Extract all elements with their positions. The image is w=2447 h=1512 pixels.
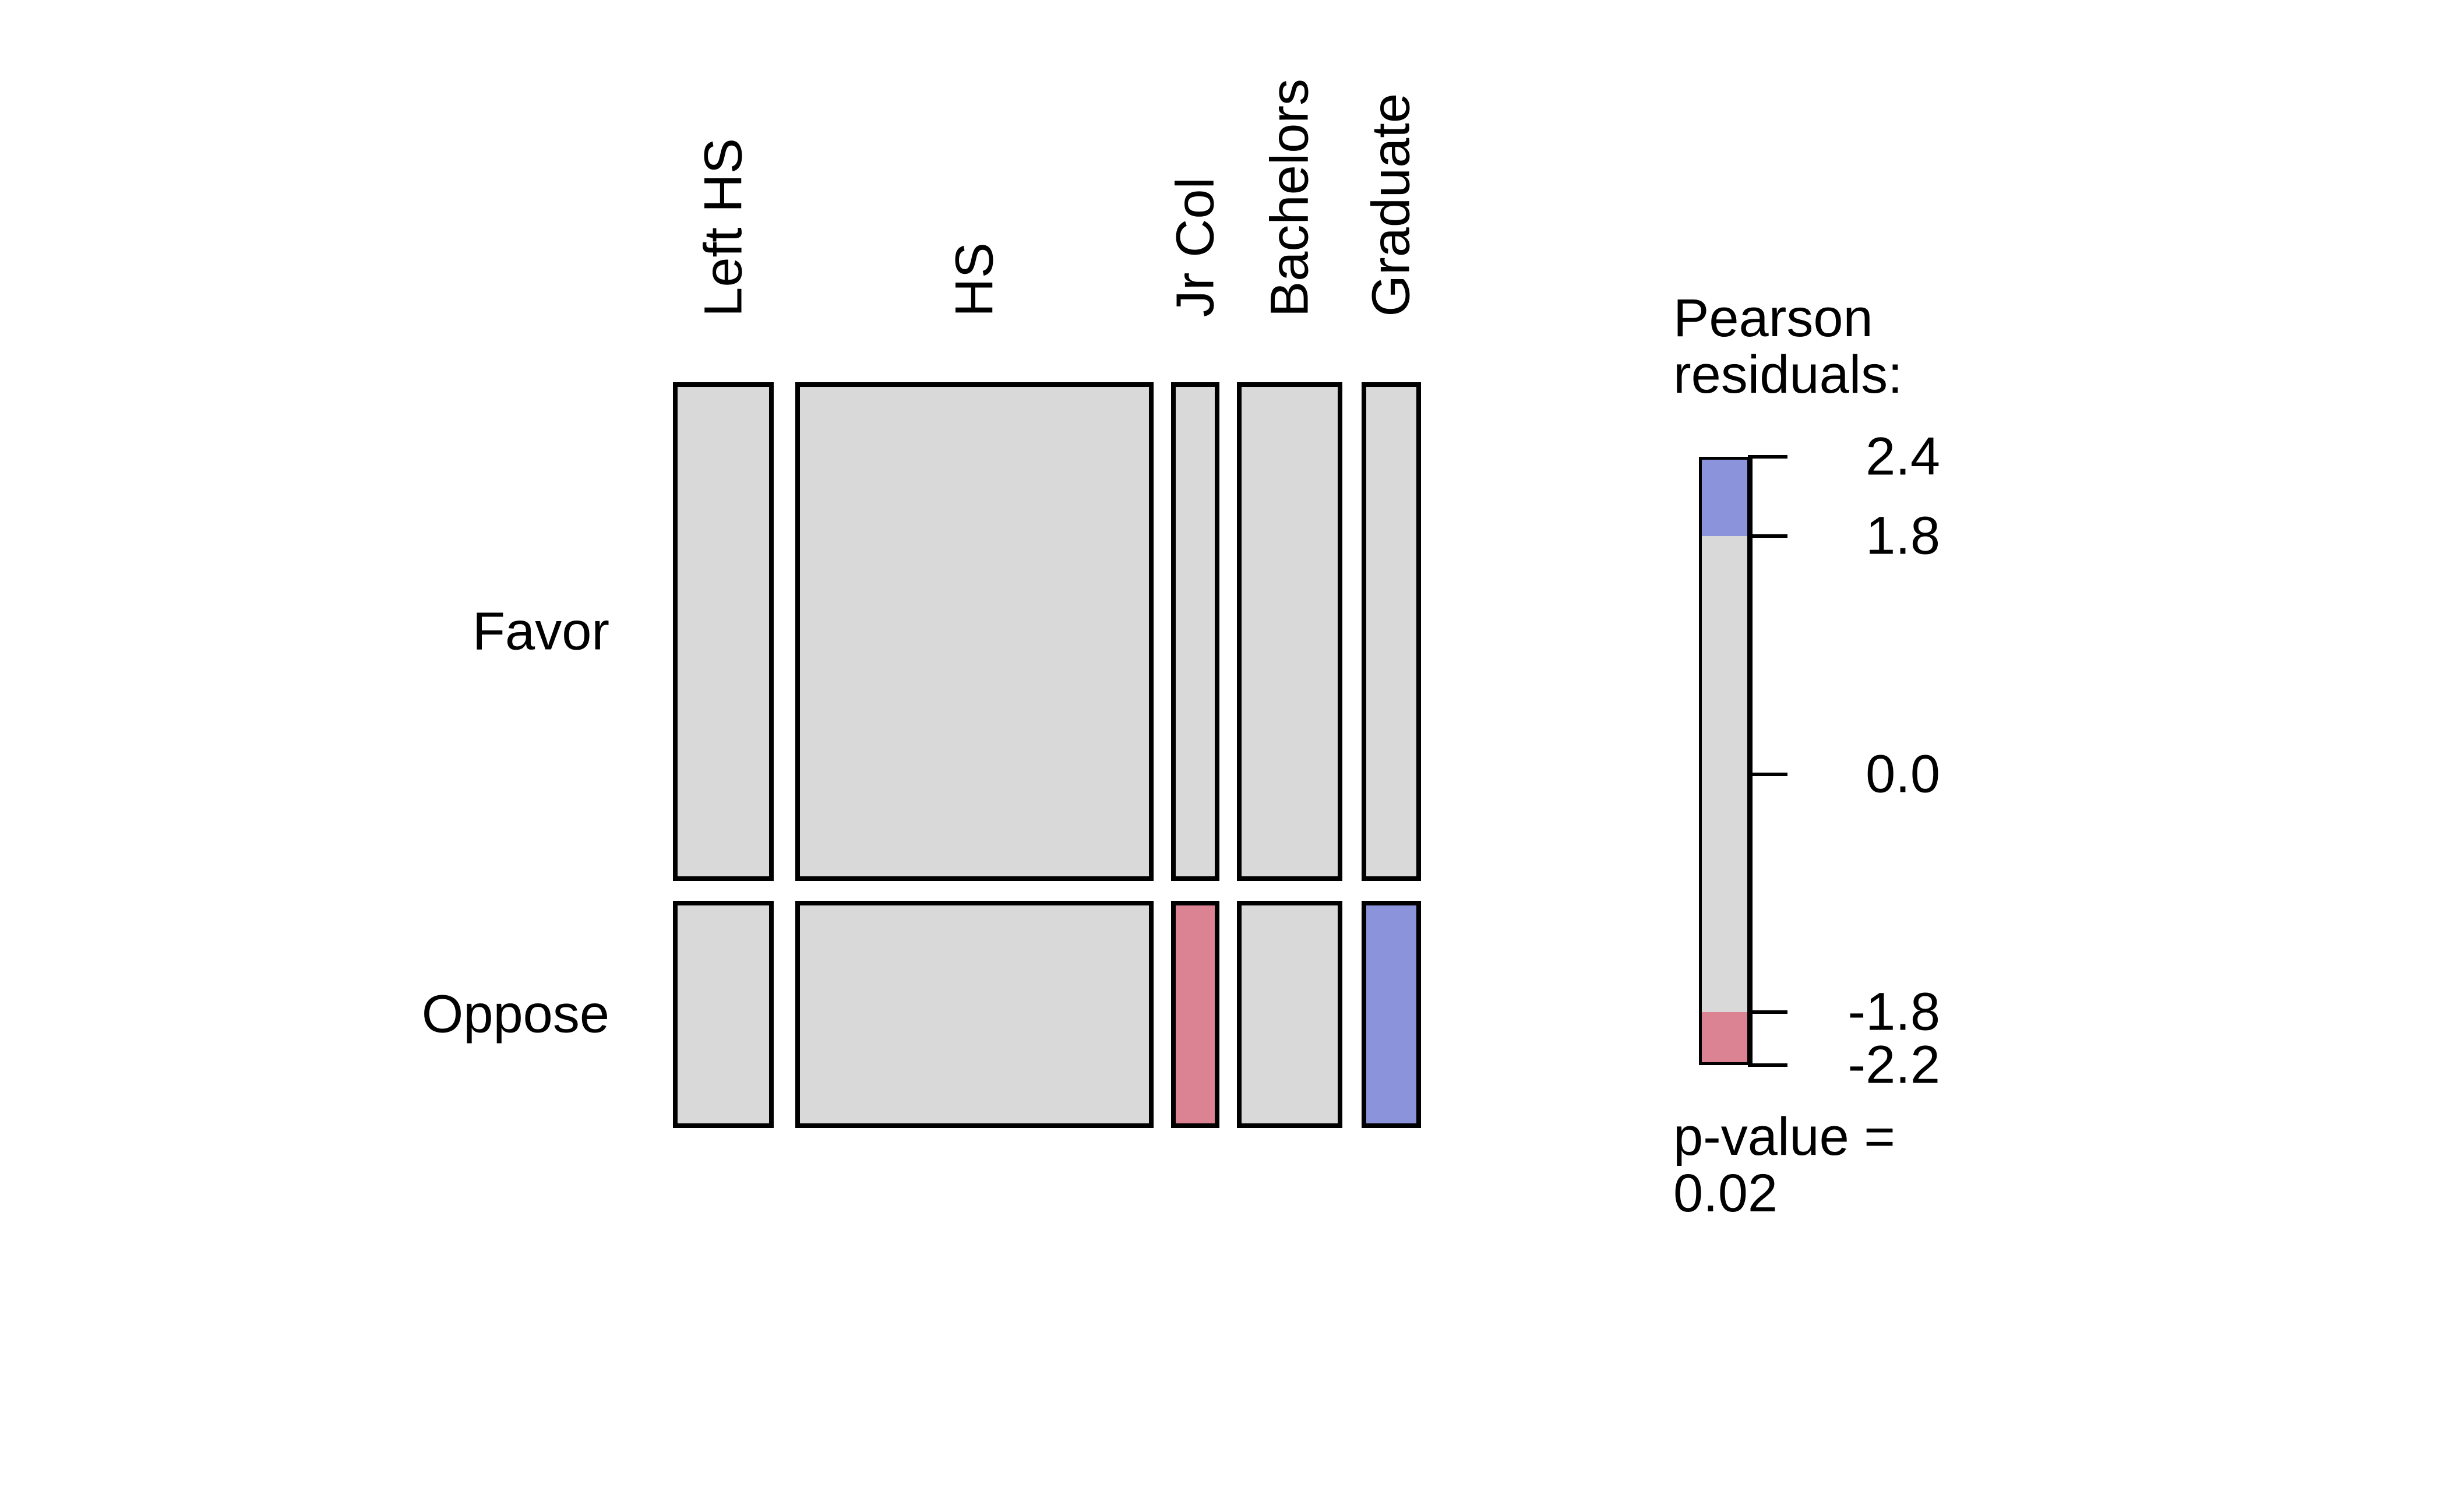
mosaic-tile-oppose-graduate [1362,901,1421,1128]
legend-tick-1.8 [1750,534,1787,538]
legend-tick-label-0.0: 0.0 [1866,744,1940,804]
column-label-hs: HS [944,242,1004,317]
p-value-line2: 0.02 [1673,1164,1778,1223]
legend-axis-line [1748,455,1753,1067]
legend-title: Pearson residuals: [1673,290,1903,403]
legend-tick-label-1.8: 1.8 [1866,506,1940,566]
legend-title-line1: Pearson [1673,288,1873,348]
mosaic-tile-favor-graduate [1362,382,1421,881]
column-label-jr-col: Jr Col [1165,177,1225,317]
mosaic-tile-favor-jr-col [1171,382,1219,881]
mosaic-tile-favor-left-hs [673,382,774,881]
legend-tick--2.2 [1750,1063,1787,1067]
legend-tick-0.0 [1750,772,1787,776]
column-label-graduate: Graduate [1361,93,1421,317]
p-value-note: p-value = 0.02 [1673,1109,1895,1222]
legend-title-line2: residuals: [1673,345,1903,404]
row-label-favor: Favor [472,601,609,661]
mosaic-tile-oppose-left-hs [673,901,774,1128]
mosaic-tile-oppose-jr-col [1171,901,1219,1128]
legend-segment-neutral [1699,536,1750,1013]
mosaic-tile-oppose-bachelors [1237,901,1342,1128]
legend-tick--1.8 [1750,1010,1787,1014]
p-value-line1: p-value = [1673,1107,1896,1166]
mosaic-tile-favor-bachelors [1237,382,1342,881]
legend-tick-label-2.4: 2.4 [1866,427,1940,487]
column-label-bachelors: Bachelors [1260,78,1320,317]
legend-bar-outline [1699,457,1750,1065]
legend-tick-2.4 [1750,455,1787,459]
row-label-oppose: Oppose [421,984,609,1044]
mosaic-tile-favor-hs [795,382,1154,881]
legend-segment-positive [1699,457,1750,537]
legend-tick-label--2.2: -2.2 [1847,1035,1940,1095]
legend-tick-label--1.8: -1.8 [1847,982,1940,1042]
mosaic-tile-oppose-hs [795,901,1154,1128]
column-label-left-hs: Left HS [693,138,753,317]
legend-segment-negative [1699,1012,1750,1065]
